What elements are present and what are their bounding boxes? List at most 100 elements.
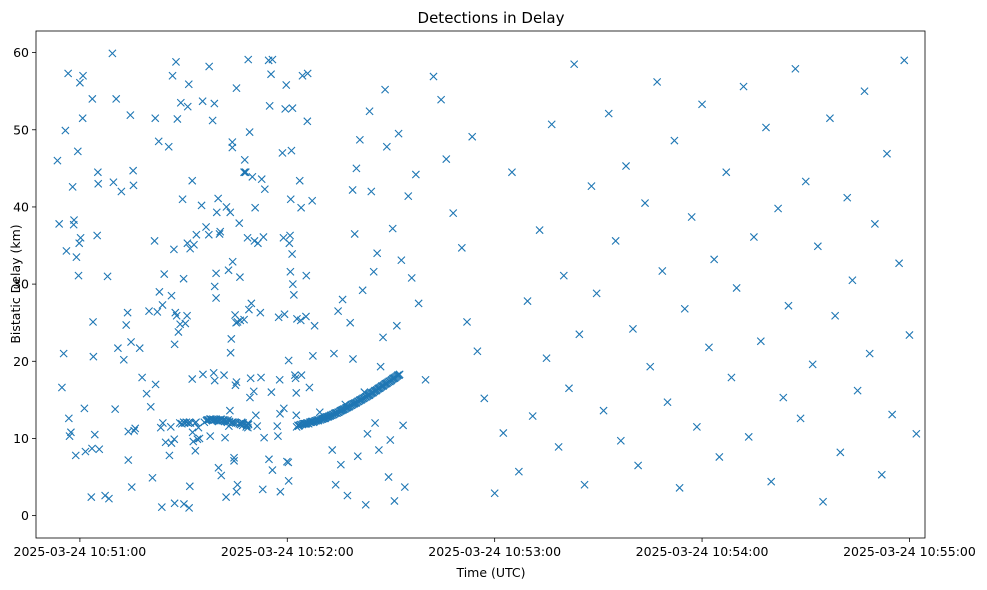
data-point-marker [257, 175, 266, 184]
data-point-marker [421, 375, 430, 384]
data-point-marker [801, 177, 810, 186]
data-point-marker [89, 352, 98, 361]
data-point-marker [160, 270, 169, 279]
data-point-marker [57, 383, 66, 392]
y-tick-label: 0 [21, 508, 29, 523]
data-point-marker [276, 409, 285, 418]
data-point-marker [353, 452, 362, 461]
data-point-marker [64, 69, 73, 78]
data-point-marker [212, 269, 221, 278]
data-point-marker [245, 393, 254, 402]
data-point-marker [59, 349, 68, 358]
data-point-marker [559, 271, 568, 280]
data-point-marker [587, 182, 596, 191]
data-point-marker [343, 491, 352, 500]
data-point-marker [457, 243, 466, 252]
y-axis-label: Bistatic Delay (km) [8, 224, 23, 343]
data-point-marker [88, 94, 97, 103]
data-point-marker [303, 117, 312, 126]
data-point-marker [749, 233, 758, 242]
data-point-marker [126, 111, 135, 120]
data-point-marker [257, 373, 266, 382]
data-point-marker [411, 170, 420, 179]
data-point-marker [276, 487, 285, 496]
x-axis-label: Time (UTC) [455, 565, 525, 580]
data-point-marker [220, 371, 229, 380]
data-point-marker [338, 295, 347, 304]
data-point-marker [185, 503, 194, 512]
data-point-marker [117, 187, 126, 196]
data-point-marker [732, 283, 741, 292]
data-point-marker [153, 307, 162, 316]
data-point-marker [279, 404, 288, 413]
data-point-marker [179, 500, 188, 509]
data-point-marker [244, 305, 253, 314]
data-point-marker [870, 219, 879, 228]
data-point-marker [302, 271, 311, 280]
data-point-marker [727, 373, 736, 382]
data-point-marker [112, 94, 121, 103]
data-point-marker [109, 178, 118, 187]
x-tick-label: 2025-03-24 10:54:00 [636, 544, 769, 559]
data-point-marker [189, 240, 198, 249]
data-point-marker [297, 371, 306, 380]
data-point-marker [267, 70, 276, 79]
data-point-marker [528, 412, 537, 421]
data-point-marker [658, 267, 667, 275]
data-point-marker [167, 439, 176, 448]
data-point-marker [249, 387, 258, 396]
data-point-marker [235, 219, 244, 228]
data-points [53, 49, 921, 512]
data-point-marker [95, 445, 104, 454]
data-point-marker [64, 414, 73, 423]
data-point-marker [173, 114, 182, 123]
data-point-marker [179, 274, 188, 283]
data-point-marker [226, 348, 235, 357]
data-point-marker [836, 448, 845, 457]
data-point-marker [111, 405, 120, 414]
data-point-marker [250, 236, 259, 245]
data-point-marker [222, 202, 231, 211]
data-point-marker [90, 430, 99, 439]
data-point-marker [808, 360, 817, 369]
data-point-marker [288, 250, 297, 259]
data-point-marker [382, 142, 391, 151]
data-point-marker [275, 375, 284, 384]
data-point-marker [295, 176, 304, 185]
data-point-marker [155, 287, 164, 296]
data-point-marker [243, 233, 252, 242]
data-point-marker [611, 236, 620, 245]
data-point-marker [268, 466, 277, 475]
y-tick-label: 40 [13, 199, 29, 214]
data-point-marker [882, 149, 891, 158]
data-point-marker [628, 324, 637, 333]
data-point-marker [860, 87, 869, 96]
data-point-marker [122, 321, 131, 330]
data-point-marker [288, 280, 297, 289]
data-point-marker [76, 233, 85, 242]
data-point-marker [722, 168, 731, 177]
data-point-marker [197, 201, 206, 210]
data-point-marker [202, 223, 211, 231]
data-point-marker [641, 199, 650, 208]
data-point-marker [78, 114, 87, 123]
data-point-marker [895, 259, 904, 268]
x-tick-label: 2025-03-24 10:53:00 [428, 544, 561, 559]
data-point-marker [831, 311, 840, 320]
data-point-marker [739, 82, 748, 91]
data-point-marker [308, 351, 317, 360]
data-point-marker [62, 246, 71, 255]
data-point-marker [209, 368, 218, 377]
data-point-marker [138, 373, 147, 382]
x-axis: 2025-03-24 10:51:00 2025-03-24 10:52:00 20… [14, 538, 976, 559]
data-point-marker [346, 318, 355, 327]
data-point-marker [169, 245, 178, 254]
data-point-marker [66, 428, 75, 437]
data-point-marker [248, 172, 257, 181]
data-point-marker [176, 98, 185, 107]
data-point-marker [89, 317, 98, 326]
data-point-marker [310, 321, 319, 330]
data-point-marker [206, 432, 215, 441]
data-point-marker [388, 224, 397, 233]
